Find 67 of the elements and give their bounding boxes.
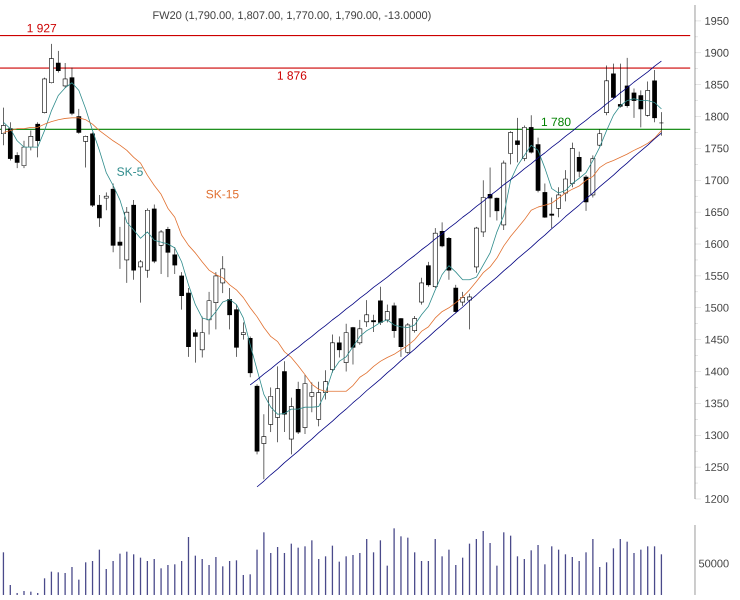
y-tick-label: 1700 [705,176,729,184]
ref-line-label: 1 876 [278,71,306,80]
candlestick [76,108,82,134]
candlestick [14,152,20,168]
candlestick [262,414,266,480]
y-tick-label: 1350 [705,399,729,408]
candlestick [227,288,232,330]
candlestick [56,50,61,73]
y-tick-label: 1400 [705,368,729,376]
y-tick-label: 1750 [705,144,729,152]
candlestick [440,222,444,248]
series-label: SK-5 [117,167,143,176]
candlestick [508,130,513,165]
y-tick-label: 1200 [705,495,729,503]
candlestick [515,118,520,163]
candlestick [494,197,500,221]
y-tick-label: 1300 [705,431,729,440]
ref-line-label: 1 780 [542,118,571,126]
candlestick [22,140,26,168]
candlestick [206,292,212,335]
y-tick-label: 1250 [705,463,729,472]
y-tick-label: 1550 [705,272,729,280]
y-tick-label: 1800 [705,112,729,120]
candlestick [172,246,178,274]
candlestick [460,292,466,306]
y-tick-label: 1950 [705,17,729,25]
candlestick [556,186,561,218]
candlestick [378,286,383,326]
candlestick [364,300,370,328]
y-tick-label: 1900 [705,48,729,57]
y-tick-label: 1450 [705,336,729,344]
candlestick [350,326,356,365]
y-tick-label: 1650 [705,208,729,216]
text: 50000 [698,560,729,568]
candlestick [426,262,431,288]
ref-line-label: 1 927 [28,24,56,32]
text: SK-15 [206,190,239,198]
candlestick [104,192,109,211]
candlestick [638,90,644,128]
candlestick [549,197,554,228]
candlestick [118,226,122,270]
candlestick [138,260,143,303]
candlestick [611,63,616,99]
y-tick-label: 1600 [705,240,729,248]
candlestick [62,62,68,88]
candlestick [336,336,342,358]
candlestick [97,194,102,228]
candlestick [1,107,6,146]
candlestick [563,170,568,202]
candlestick [467,293,472,330]
y-tick-label: 1500 [705,304,729,312]
candlestick [576,151,582,178]
candlestick [83,135,88,168]
candlestick [179,272,184,310]
candlestick [240,322,246,340]
candlestick [419,278,424,305]
candlestick [192,329,198,363]
candlestick [632,88,636,118]
candlestick [166,226,170,278]
candlestick [384,304,390,323]
y-tick-label: 1850 [705,80,729,89]
candlestick [453,284,458,314]
candlestick [200,316,205,358]
candlestick [158,230,164,274]
text: FW20 (1,790.00, 1,807.00, 1,770.00, 1,790.00, -13.0000) [153,11,431,22]
candlestick [310,382,314,413]
candlestick [371,314,376,332]
